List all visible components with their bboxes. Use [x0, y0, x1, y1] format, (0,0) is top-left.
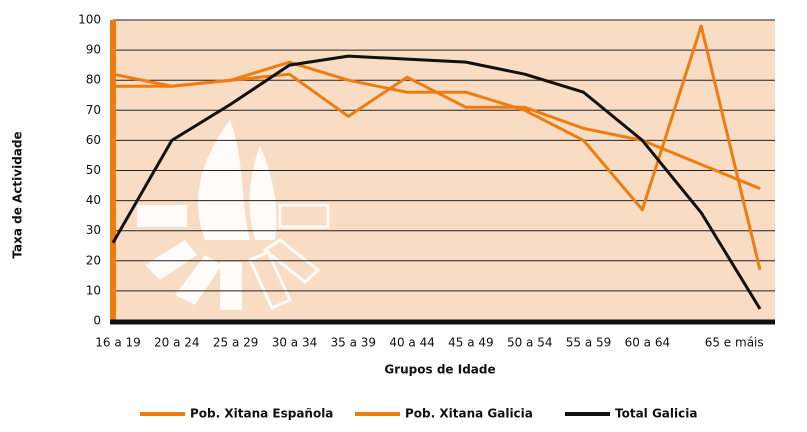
x-axis-title: Grupos de Idade — [384, 363, 495, 377]
y-tick-label: 70 — [86, 103, 101, 117]
y-tick-label: 90 — [86, 43, 101, 57]
x-tick-label: 45 a 49 — [448, 336, 494, 350]
y-tick-label: 20 — [86, 253, 101, 267]
x-tick-label: 20 a 24 — [154, 336, 200, 350]
y-tick-label: 60 — [86, 133, 101, 147]
y-tick-label: 40 — [86, 193, 101, 207]
y-tick-label: 50 — [86, 163, 101, 177]
x-tick-label: 40 a 44 — [389, 336, 435, 350]
x-tick-label: 16 a 19 — [95, 336, 141, 350]
x-tick-label: 25 a 29 — [213, 336, 259, 350]
y-axis-title: Taxa de Actividade — [11, 131, 25, 258]
y-tick-label: 30 — [86, 223, 101, 237]
x-tick-label: 35 a 39 — [331, 336, 377, 350]
chart: Grupos de Idade Taxa de Actividade 0 10 20… — [0, 0, 807, 428]
legend-label: Total Galicia — [615, 407, 697, 421]
x-tick-label: 60 a 64 — [625, 336, 671, 350]
x-tick-label: 50 a 54 — [507, 336, 553, 350]
y-tick-label: 10 — [86, 283, 101, 297]
x-tick-label: 55 a 59 — [566, 336, 612, 350]
x-tick-label: 30 a 34 — [272, 336, 318, 350]
legend-label: Pob. Xitana Galicia — [405, 407, 533, 421]
legend-label: Pob. Xitana Española — [190, 407, 333, 421]
x-tick-label: 65 e máis — [705, 336, 764, 350]
y-tick-label: 80 — [86, 73, 101, 87]
y-tick-label: 0 — [93, 314, 101, 328]
y-tick-label: 100 — [78, 13, 101, 27]
